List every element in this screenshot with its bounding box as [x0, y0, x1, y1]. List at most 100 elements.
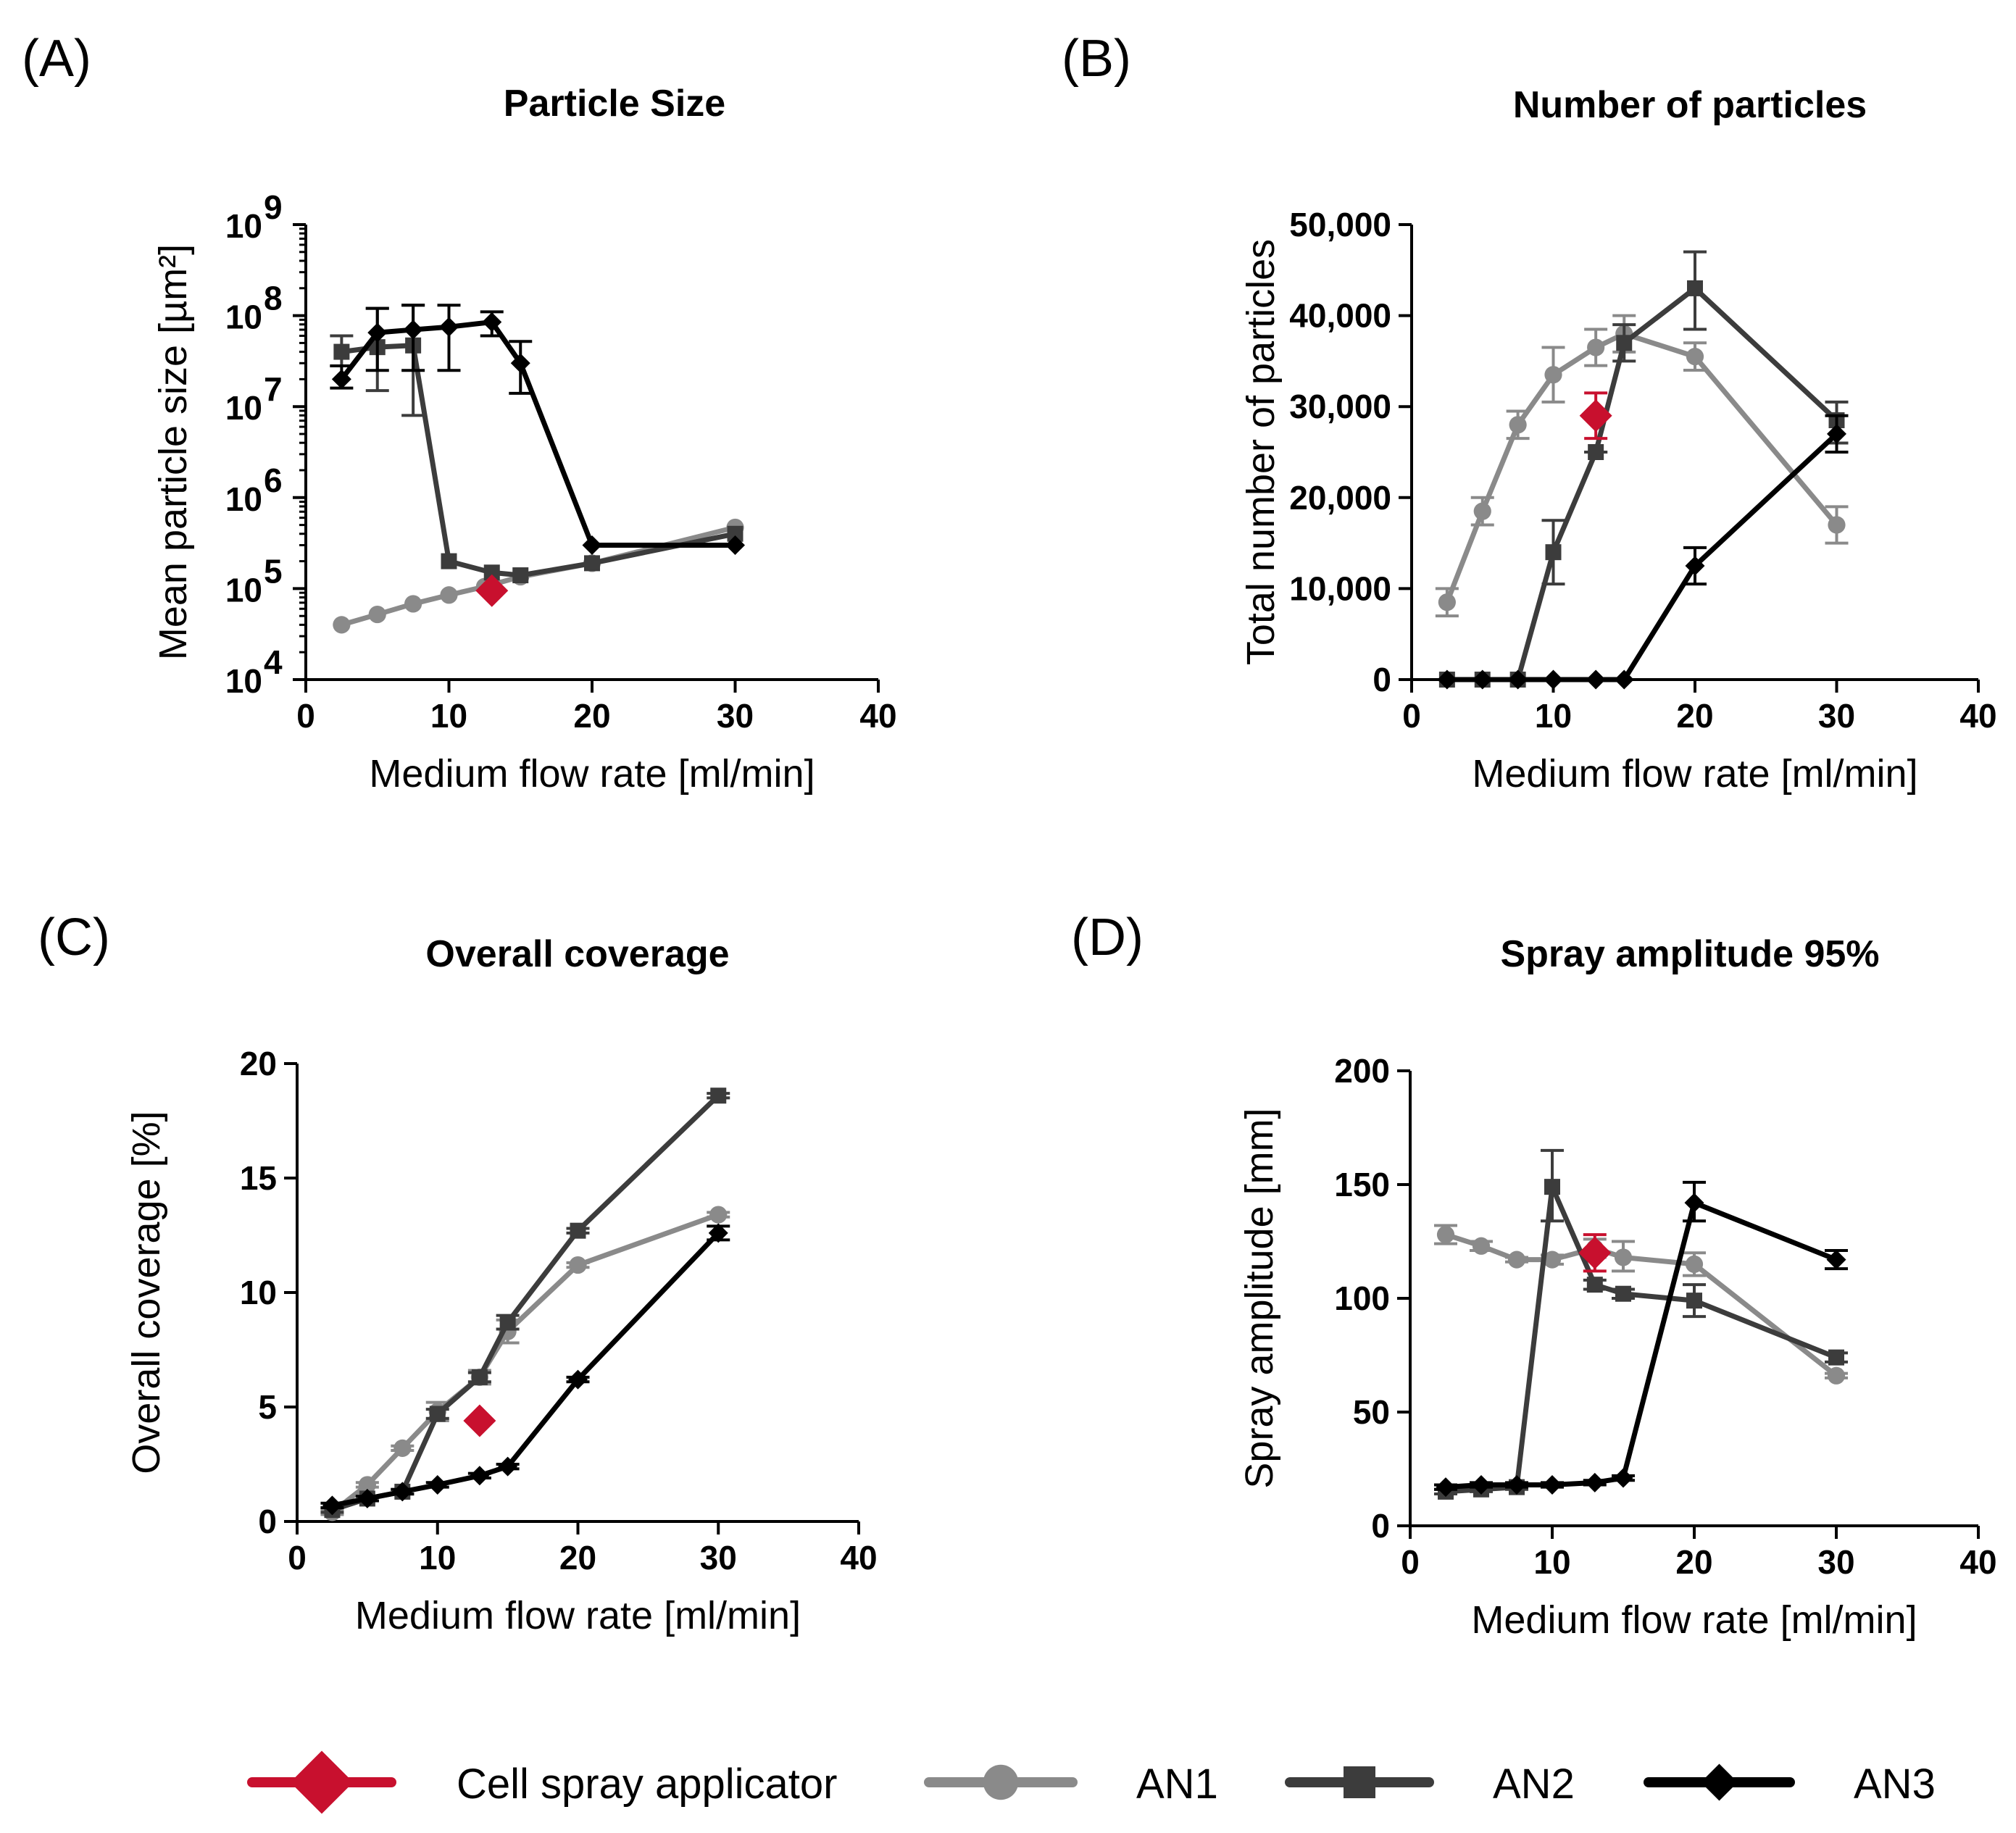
y-tick-label: 10 — [225, 207, 262, 245]
series-line — [1446, 432, 1838, 682]
legend-item-csa: Cell spray applicator — [247, 1750, 837, 1814]
data-point — [358, 1476, 376, 1494]
y-tick-label: 10 — [225, 571, 262, 609]
data-point — [333, 616, 351, 634]
x-tick-label: 30 — [717, 697, 754, 735]
series-line — [330, 1212, 720, 1515]
data-point — [1545, 544, 1562, 561]
data-point — [331, 369, 351, 389]
data-point — [1544, 366, 1562, 384]
data-point — [368, 605, 386, 624]
y-axis-label: Spray amplitude [mm] — [1238, 1108, 1281, 1488]
data-point — [471, 1369, 488, 1385]
data-point — [392, 1482, 412, 1502]
series-an3 — [320, 1223, 730, 1516]
data-point — [708, 1223, 728, 1243]
data-point — [1473, 669, 1493, 690]
y-tick-label: 10 — [225, 389, 262, 427]
data-point — [482, 312, 502, 332]
y-tick-label: 0 — [1373, 661, 1391, 698]
data-point — [1588, 444, 1604, 460]
data-point — [1614, 669, 1634, 690]
x-tick-label: 0 — [1402, 697, 1421, 735]
chart-panel-3: (C) Overall coverage 0 10 20 30 40 0 5 10 15 20 Medi… — [38, 909, 878, 1637]
data-point — [499, 1314, 516, 1331]
legend-label: Cell spray applicator — [457, 1761, 837, 1808]
y-tick-label: 20,000 — [1289, 479, 1391, 517]
series-line — [339, 319, 736, 548]
y-tick-exponent: 4 — [264, 643, 283, 681]
data-point — [510, 353, 530, 373]
data-point — [1586, 669, 1606, 690]
data-point — [1613, 1468, 1633, 1488]
data-point — [725, 535, 745, 555]
y-tick-label: 10 — [225, 480, 262, 518]
data-point — [1827, 1366, 1846, 1385]
x-tick-label: 40 — [840, 1539, 877, 1577]
data-point — [1543, 1250, 1562, 1269]
chart-title: Number of particles — [1513, 84, 1867, 126]
data-point — [1436, 1477, 1456, 1498]
data-point — [1827, 424, 1846, 444]
chart-title: Overall coverage — [425, 933, 729, 975]
y-tick-exponent: 7 — [264, 370, 283, 408]
x-tick-label: 40 — [1959, 1543, 1996, 1581]
data-point — [582, 535, 602, 555]
data-point — [512, 567, 529, 584]
data-point — [357, 1488, 378, 1508]
x-tick-label: 0 — [1401, 1543, 1420, 1581]
data-point — [440, 586, 458, 604]
x-tick-label: 20 — [559, 1539, 596, 1577]
data-point — [569, 1256, 587, 1274]
series-an3 — [1434, 1180, 1848, 1498]
data-point — [322, 1495, 342, 1516]
data-point — [1616, 335, 1633, 351]
x-tick-label: 30 — [1818, 697, 1855, 735]
data-point — [403, 320, 423, 340]
series-line — [1444, 331, 1839, 604]
chart-panel-4: (D) Spray amplitude 95% 0 10 20 30 40 0 50 100 150… — [1071, 909, 1997, 1642]
y-tick-label: 0 — [1371, 1507, 1390, 1545]
y-tick-label: 10 — [225, 662, 262, 700]
x-tick-label: 20 — [1676, 697, 1713, 735]
series-an2 — [1434, 1148, 1848, 1500]
x-tick-label: 20 — [1675, 1543, 1712, 1581]
x-tick-label: 10 — [419, 1539, 456, 1577]
data-point — [483, 564, 500, 581]
panel-label: (A) — [22, 30, 91, 88]
data-point — [439, 317, 459, 337]
x-tick-label: 0 — [296, 697, 315, 735]
y-tick-exponent: 5 — [264, 552, 283, 590]
x-tick-label: 0 — [288, 1539, 307, 1577]
data-point — [1828, 516, 1846, 534]
x-axis-label: Medium flow rate [ml/min] — [1472, 752, 1917, 796]
data-point — [1542, 1474, 1562, 1495]
y-tick-label: 20 — [240, 1045, 277, 1082]
data-point — [710, 1087, 727, 1104]
legend-marker — [290, 1750, 354, 1814]
series-cell-spray-applicator — [463, 1404, 496, 1437]
x-tick-label: 10 — [1533, 1543, 1570, 1581]
x-tick-label: 40 — [859, 697, 896, 735]
data-point — [1544, 669, 1563, 690]
x-axis-label: Medium flow rate [ml/min] — [369, 752, 815, 796]
data-point — [1614, 1248, 1633, 1266]
data-point — [1686, 1293, 1702, 1309]
data-point — [1436, 1225, 1455, 1244]
data-point — [1578, 1236, 1612, 1269]
data-point — [1507, 1250, 1526, 1269]
data-point — [1685, 1255, 1704, 1273]
x-tick-label: 30 — [1817, 1543, 1854, 1581]
legend-item-an2: AN2 — [1285, 1761, 1575, 1808]
data-point — [393, 1439, 412, 1457]
data-point — [1509, 416, 1527, 434]
legend-label: AN1 — [1136, 1761, 1218, 1808]
y-tick-label: 30,000 — [1289, 388, 1391, 425]
x-tick-label: 10 — [1535, 697, 1572, 735]
x-tick-label: 10 — [430, 697, 467, 735]
data-point — [1828, 1349, 1844, 1366]
data-point — [470, 1466, 490, 1486]
data-point — [1471, 1474, 1491, 1495]
x-tick-label: 20 — [573, 697, 610, 735]
